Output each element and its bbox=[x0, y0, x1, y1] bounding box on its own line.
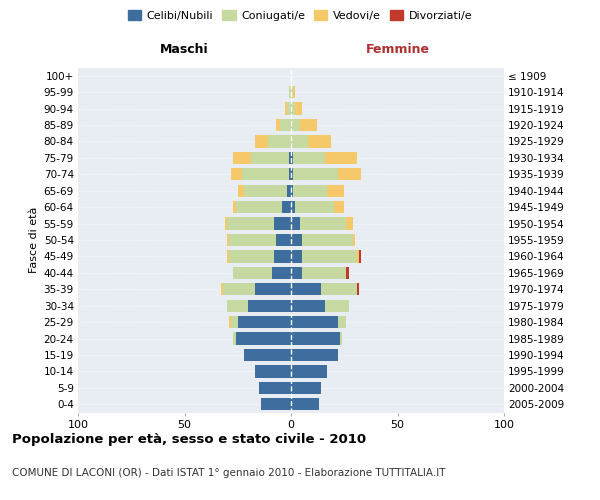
Text: COMUNE DI LACONI (OR) - Dati ISTAT 1° gennaio 2010 - Elaborazione TUTTITALIA.IT: COMUNE DI LACONI (OR) - Dati ISTAT 1° ge… bbox=[12, 468, 445, 477]
Bar bbox=[291, 102, 295, 115]
Bar bbox=[291, 283, 321, 296]
Bar bbox=[276, 234, 291, 246]
Bar bbox=[295, 201, 334, 213]
Bar bbox=[291, 349, 338, 361]
Text: Maschi: Maschi bbox=[160, 43, 209, 56]
Bar bbox=[280, 119, 291, 131]
Bar bbox=[225, 218, 227, 230]
Bar bbox=[259, 382, 291, 394]
Bar bbox=[227, 234, 229, 246]
Bar bbox=[293, 168, 338, 180]
Bar bbox=[248, 300, 291, 312]
Bar bbox=[283, 201, 291, 213]
Bar bbox=[227, 218, 274, 230]
Bar bbox=[291, 119, 299, 131]
Text: Popolazione per età, sesso e stato civile - 2010: Popolazione per età, sesso e stato civil… bbox=[12, 432, 366, 446]
Bar bbox=[302, 266, 346, 279]
Bar bbox=[233, 266, 272, 279]
Bar bbox=[291, 136, 308, 147]
Bar bbox=[236, 201, 283, 213]
Bar bbox=[232, 168, 242, 180]
Bar bbox=[229, 316, 232, 328]
Bar bbox=[325, 152, 357, 164]
Bar bbox=[232, 316, 238, 328]
Bar bbox=[233, 152, 251, 164]
Bar bbox=[229, 234, 276, 246]
Bar bbox=[357, 283, 359, 296]
Bar bbox=[272, 266, 291, 279]
Bar bbox=[255, 366, 291, 378]
Bar bbox=[255, 283, 291, 296]
Bar bbox=[299, 218, 346, 230]
Bar bbox=[221, 283, 223, 296]
Bar bbox=[276, 119, 280, 131]
Bar bbox=[334, 201, 344, 213]
Bar bbox=[338, 316, 346, 328]
Bar bbox=[299, 119, 317, 131]
Bar bbox=[291, 218, 299, 230]
Y-axis label: Fasce di età: Fasce di età bbox=[29, 207, 40, 273]
Bar bbox=[229, 250, 274, 262]
Bar bbox=[308, 136, 331, 147]
Bar bbox=[293, 86, 295, 99]
Bar bbox=[242, 168, 289, 180]
Bar bbox=[327, 184, 344, 197]
Bar bbox=[291, 366, 327, 378]
Bar bbox=[291, 250, 302, 262]
Bar bbox=[227, 250, 229, 262]
Bar bbox=[291, 168, 293, 180]
Bar bbox=[238, 184, 244, 197]
Bar bbox=[289, 152, 291, 164]
Bar bbox=[293, 152, 325, 164]
Bar bbox=[302, 234, 353, 246]
Bar bbox=[274, 218, 291, 230]
Bar bbox=[291, 201, 295, 213]
Bar bbox=[295, 102, 302, 115]
Bar bbox=[227, 300, 248, 312]
Bar bbox=[321, 283, 357, 296]
Bar bbox=[346, 218, 353, 230]
Bar bbox=[291, 234, 302, 246]
Bar bbox=[291, 184, 293, 197]
Bar bbox=[255, 136, 268, 147]
Bar bbox=[293, 184, 327, 197]
Bar bbox=[338, 168, 361, 180]
Bar bbox=[291, 152, 293, 164]
Bar bbox=[291, 398, 319, 410]
Bar bbox=[251, 152, 289, 164]
Bar bbox=[357, 250, 359, 262]
Bar bbox=[238, 316, 291, 328]
Bar bbox=[346, 266, 349, 279]
Text: Femmine: Femmine bbox=[365, 43, 430, 56]
Bar bbox=[291, 86, 293, 99]
Bar bbox=[359, 250, 361, 262]
Bar bbox=[274, 250, 291, 262]
Bar bbox=[261, 398, 291, 410]
Bar bbox=[340, 332, 342, 344]
Bar bbox=[223, 283, 255, 296]
Bar bbox=[287, 102, 291, 115]
Bar bbox=[284, 102, 287, 115]
Bar bbox=[353, 234, 355, 246]
Bar bbox=[244, 184, 287, 197]
Bar bbox=[291, 382, 321, 394]
Bar bbox=[289, 86, 291, 99]
Bar bbox=[291, 316, 338, 328]
Bar bbox=[291, 300, 325, 312]
Bar bbox=[325, 300, 349, 312]
Bar bbox=[268, 136, 291, 147]
Bar bbox=[291, 266, 302, 279]
Bar bbox=[291, 332, 340, 344]
Bar bbox=[287, 184, 291, 197]
Legend: Celibi/Nubili, Coniugati/e, Vedovi/e, Divorziati/e: Celibi/Nubili, Coniugati/e, Vedovi/e, Di… bbox=[124, 6, 476, 25]
Bar bbox=[233, 201, 236, 213]
Bar bbox=[236, 332, 291, 344]
Bar bbox=[244, 349, 291, 361]
Bar bbox=[302, 250, 357, 262]
Bar bbox=[233, 332, 236, 344]
Bar bbox=[289, 168, 291, 180]
